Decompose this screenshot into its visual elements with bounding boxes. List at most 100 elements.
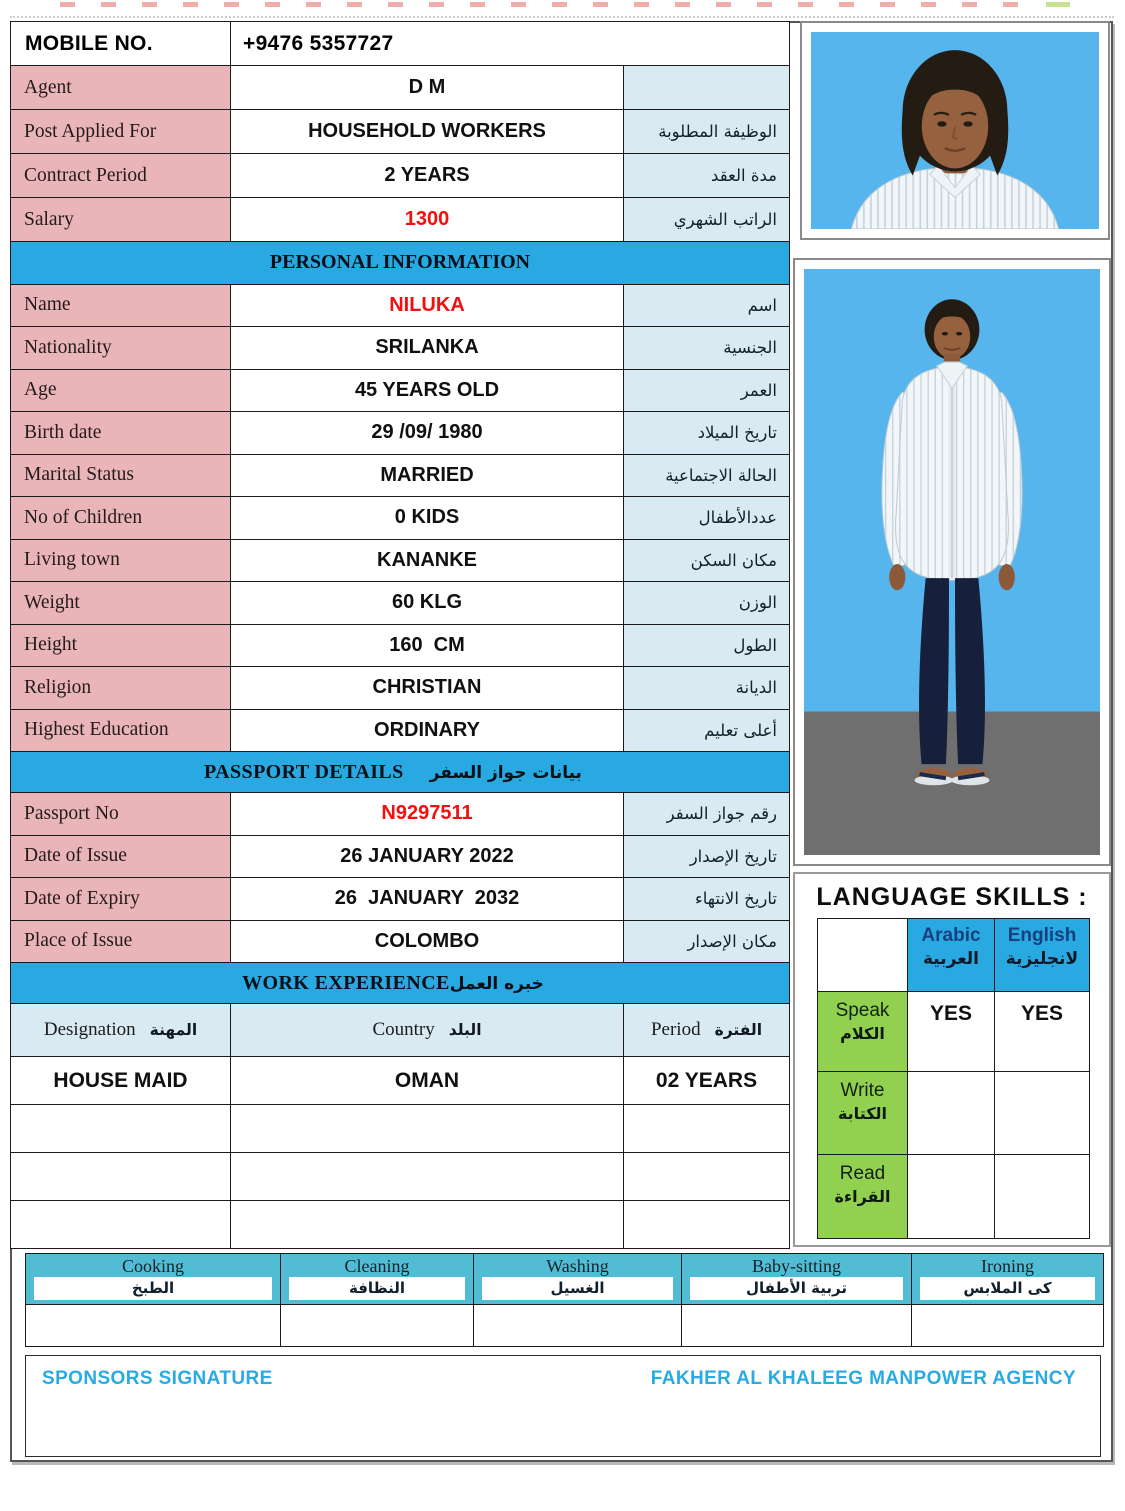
row-value: NILUKA [230, 283, 624, 327]
row-arabic-label: مكان الإصدار [622, 919, 791, 963]
row-label: Height [10, 623, 231, 667]
skill-name-en: Cleaning [344, 1256, 410, 1276]
cropped-header-remnant-green [1046, 2, 1070, 7]
skills-header-row: Cooking الطبخ Cleaning النظافة Washing ا… [25, 1253, 1104, 1305]
table-row: Marital Status MARRIED الحالة الاجتماعية [10, 453, 791, 497]
section-work-experience: WORK EXPERIENCEخبره العمل [9, 962, 791, 1004]
table-row: Highest Education ORDINARY أعلى تعليم [10, 708, 791, 752]
full-body-photo [793, 258, 1111, 866]
row-value: CHRISTIAN [230, 666, 624, 710]
designation-cell: HOUSE MAID [10, 1056, 231, 1105]
designation-cell [10, 1152, 231, 1201]
row-label: Date of Issue [10, 834, 231, 878]
row-arabic-label: الطول [622, 623, 791, 667]
skill-value [473, 1304, 682, 1347]
agency-name: FAKHER AL KHALEEG MANPOWER AGENCY [650, 1368, 1076, 1389]
table-row: Name NILUKA اسم [10, 283, 791, 327]
period-cell: 02 YEARS [622, 1056, 791, 1105]
row-label: Name [10, 283, 231, 327]
table-row: Religion CHRISTIAN الديانة [10, 666, 791, 710]
table-row: Height 160 CM الطول [10, 623, 791, 667]
mobile-label: MOBILE NO. [10, 21, 231, 66]
language-row-read: Read القراءة [817, 1154, 1090, 1239]
skill-value [25, 1304, 281, 1347]
row-label: Weight [10, 581, 231, 625]
write-english-value [994, 1071, 1090, 1155]
language-header-row: Arabic العربية English لانجليزية [817, 918, 1090, 992]
section-header-en: WORK EXPERIENCE [242, 971, 450, 994]
country-cell [230, 1104, 624, 1153]
row-value: 29 /09/ 1980 [230, 411, 624, 455]
language-row-speak: Speak الكلام YES YES [817, 991, 1090, 1072]
row-arabic-label: الوظيفة المطلوبة [622, 109, 791, 154]
row-label: No of Children [10, 496, 231, 540]
table-row: Living town KANANKE مكان السكن [10, 538, 791, 582]
row-value: 1300 [230, 197, 624, 242]
row-value: 26 JANUARY 2022 [230, 834, 624, 878]
skill-header-cell: Cleaning النظافة [280, 1253, 474, 1305]
table-row: Agent D M [10, 65, 791, 110]
row-label: Marital Status [10, 453, 231, 497]
row-value: 45 YEARS OLD [230, 368, 624, 412]
skill-header-cell: Cooking الطبخ [25, 1253, 281, 1305]
row-arabic-label: مكان السكن [622, 538, 791, 582]
skill-name-ar: كى الملابس [920, 1277, 1095, 1300]
row-arabic-label: تاريخ الانتهاء [622, 877, 791, 921]
row-label: Place of Issue [10, 919, 231, 963]
row-label: Age [10, 368, 231, 412]
portrait-photo-image [811, 32, 1099, 229]
row-label: Post Applied For [10, 109, 231, 154]
row-label: Birth date [10, 411, 231, 455]
skill-value [681, 1304, 912, 1347]
skill-name-ar: تربية الأطفال [690, 1277, 903, 1300]
row-value: COLOMBO [230, 919, 624, 963]
table-row: Birth date 29 /09/ 1980 تاريخ الميلاد [10, 411, 791, 455]
period-cell [622, 1152, 791, 1201]
row-arabic-label: رقم جواز السفر [622, 792, 791, 836]
row-value: ORDINARY [230, 708, 624, 752]
row-arabic-label: عددالأطفال [622, 496, 791, 540]
speak-arabic-value: YES [907, 991, 995, 1072]
row-value: N9297511 [230, 792, 624, 836]
read-english-value [994, 1154, 1090, 1239]
row-arabic-label: أعلى تعليم [622, 708, 791, 752]
write-arabic-value [907, 1071, 995, 1155]
row-arabic-label [622, 65, 791, 110]
row-value: 2 YEARS [230, 153, 624, 198]
row-label: Living town [10, 538, 231, 582]
table-row: Age 45 YEARS OLD العمر [10, 368, 791, 412]
mobile-row: MOBILE NO. +9476 5357727 [10, 21, 791, 66]
period-cell [622, 1104, 791, 1153]
row-arabic-label: الوزن [622, 581, 791, 625]
row-arabic-label: العمر [622, 368, 791, 412]
skills-value-row [25, 1304, 1104, 1347]
row-value: MARRIED [230, 453, 624, 497]
row-label: Highest Education [10, 708, 231, 752]
row-arabic-label: تاريخ الميلاد [622, 411, 791, 455]
language-skills-table: Arabic العربية English لانجليزية Speak ا… [817, 918, 1090, 1239]
skill-header-cell: Washing الغسيل [473, 1253, 682, 1305]
portrait-photo [800, 21, 1110, 240]
country-cell [230, 1152, 624, 1201]
row-arabic-label: الديانة [622, 666, 791, 710]
row-label: Nationality [10, 326, 231, 370]
skill-name-ar: الطبخ [34, 1277, 272, 1300]
row-label: Religion [10, 666, 231, 710]
designation-cell [10, 1104, 231, 1153]
row-value: 0 KIDS [230, 496, 624, 540]
page-top-dotted-line [10, 16, 1114, 18]
language-skills-box: LANGUAGE SKILLS : Arabic العربية English… [793, 872, 1111, 1247]
skill-value [280, 1304, 474, 1347]
row-arabic-label: الجنسية [622, 326, 791, 370]
work-experience-row: HOUSE MAID OMAN 02 YEARS [10, 1056, 791, 1105]
skill-name-ar: النظافة [289, 1277, 465, 1300]
country-cell: OMAN [230, 1056, 624, 1105]
cropped-header-remnant [60, 2, 1040, 7]
skill-header-cell: Ironing كى الملابس [911, 1253, 1104, 1305]
row-value: 26 JANUARY 2032 [230, 877, 624, 921]
table-row: No of Children 0 KIDS عددالأطفال [10, 496, 791, 540]
row-value: SRILANKA [230, 326, 624, 370]
col-english: English لانجليزية [994, 918, 1090, 992]
read-arabic-value [907, 1154, 995, 1239]
section-personal-information: PERSONAL INFORMATION [9, 241, 791, 285]
